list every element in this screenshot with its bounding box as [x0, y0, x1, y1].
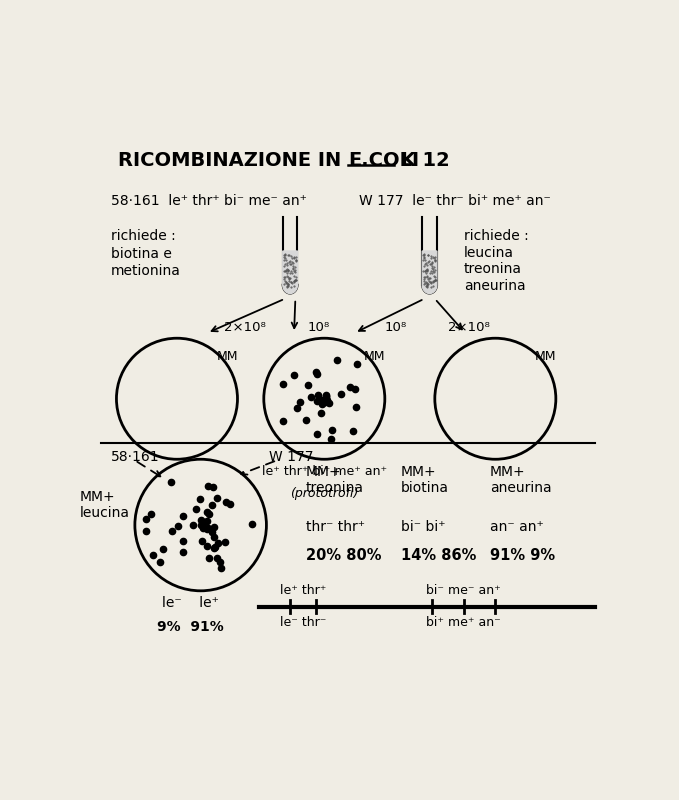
Text: bi⁻ me⁻ an⁺: bi⁻ me⁻ an⁺: [426, 584, 501, 597]
Text: treonina: treonina: [464, 262, 521, 276]
Text: 91% 9%: 91% 9%: [490, 548, 555, 563]
Text: MM: MM: [217, 350, 238, 363]
Text: W 177: W 177: [269, 450, 314, 464]
Text: 58·161  le⁺ thr⁺ bi⁻ me⁻ an⁺: 58·161 le⁺ thr⁺ bi⁻ me⁻ an⁺: [111, 194, 307, 209]
Text: 10⁸: 10⁸: [384, 321, 407, 334]
Text: (prototrofi): (prototrofi): [290, 486, 359, 500]
Text: 2×10⁸: 2×10⁸: [225, 321, 266, 334]
Text: 14% 86%: 14% 86%: [401, 548, 476, 563]
Text: aneurina: aneurina: [464, 278, 526, 293]
Polygon shape: [422, 251, 437, 294]
Text: le⁺ thr⁺ bi⁺ me⁺ an⁺: le⁺ thr⁺ bi⁺ me⁺ an⁺: [261, 465, 387, 478]
Text: MM+
biotina: MM+ biotina: [401, 465, 449, 494]
Text: MM+
aneurina: MM+ aneurina: [490, 465, 552, 494]
Polygon shape: [282, 251, 297, 294]
Text: bi⁻ bi⁺: bi⁻ bi⁺: [401, 520, 445, 534]
Text: MM+
leucina: MM+ leucina: [79, 490, 130, 520]
Text: le⁻    le⁺: le⁻ le⁺: [162, 596, 219, 610]
Text: W 177  le⁻ thr⁻ bi⁺ me⁺ an⁻: W 177 le⁻ thr⁻ bi⁺ me⁺ an⁻: [359, 194, 551, 209]
Text: 20% 80%: 20% 80%: [306, 548, 382, 563]
Text: thr⁻ thr⁺: thr⁻ thr⁺: [306, 520, 365, 534]
Text: MM: MM: [364, 350, 385, 363]
Text: 9%  91%: 9% 91%: [157, 620, 223, 634]
Text: richiede :: richiede :: [464, 229, 528, 242]
Text: richiede :: richiede :: [111, 229, 176, 242]
Text: biotina e: biotina e: [111, 247, 172, 261]
Text: an⁻ an⁺: an⁻ an⁺: [490, 520, 544, 534]
Text: le⁺ thr⁺: le⁺ thr⁺: [280, 584, 327, 597]
Text: MM+
treonina: MM+ treonina: [306, 465, 364, 494]
Text: bi⁺ me⁺ an⁻: bi⁺ me⁺ an⁻: [426, 616, 501, 629]
Text: E.COLI: E.COLI: [348, 151, 419, 170]
Text: MM: MM: [534, 350, 556, 363]
Text: leucina: leucina: [464, 246, 514, 260]
Text: 10⁸: 10⁸: [308, 321, 330, 334]
Text: RICOMBINAZIONE IN: RICOMBINAZIONE IN: [118, 151, 348, 170]
Text: metionina: metionina: [111, 264, 181, 278]
Text: 58·161: 58·161: [111, 450, 160, 464]
Text: 2×10⁸: 2×10⁸: [448, 321, 490, 334]
Text: K 12: K 12: [394, 151, 450, 170]
Text: le⁻ thr⁻: le⁻ thr⁻: [280, 616, 327, 629]
